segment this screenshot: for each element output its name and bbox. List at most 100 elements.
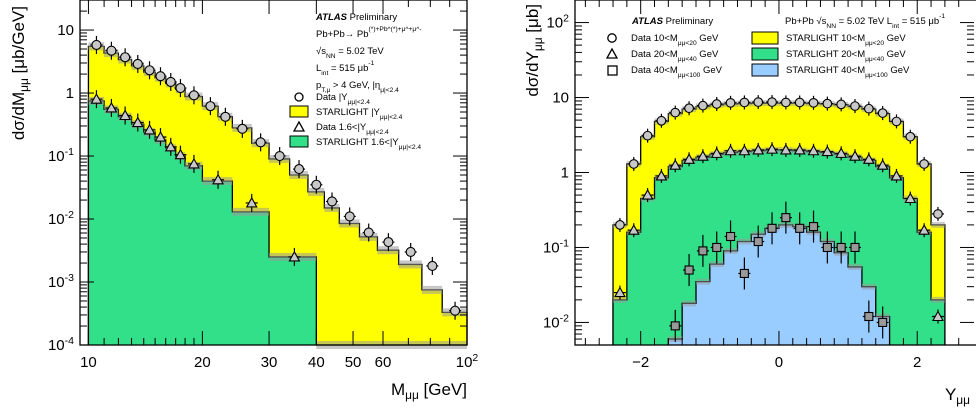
hist-band xyxy=(737,238,752,245)
data-point-circle xyxy=(427,260,438,271)
legend-line: Pb+Pb→ Pb(*)+Pb^(*)+μ^+μ^- xyxy=(316,26,422,40)
data-point-triangle xyxy=(143,123,156,135)
data-point-triangle xyxy=(188,157,200,169)
legend-label: Data 1.6<|Yμμ|<2.4 xyxy=(316,122,389,136)
data-point-triangle xyxy=(154,130,167,142)
legend-marker-triangle xyxy=(605,47,619,59)
y-tick-label: 10-2 xyxy=(543,312,569,331)
data-point-triangle xyxy=(862,153,875,164)
data-point-circle xyxy=(753,97,764,107)
data-point-square xyxy=(698,246,708,256)
data-point-circle xyxy=(905,131,916,142)
data-point-circle xyxy=(326,196,338,207)
y-tick-label: 1 xyxy=(66,85,74,102)
data-point-triangle xyxy=(918,224,931,235)
data-point-circle xyxy=(822,98,833,109)
y-axis-label: dσ/dYμμ [μb] xyxy=(523,4,545,97)
data-point-triangle xyxy=(614,286,626,298)
data-point-circle xyxy=(684,103,694,114)
data-point-circle xyxy=(188,90,200,101)
legend-swatch xyxy=(289,105,309,118)
x-axis-label: Yμμ xyxy=(945,385,970,407)
data-point-circle xyxy=(656,115,667,126)
x-tick-label: 60 xyxy=(375,354,392,371)
data-point-triangle xyxy=(807,144,820,156)
data-point-square xyxy=(753,236,763,247)
data-point-square xyxy=(684,265,694,275)
legend-line: pT,μ > 4 GeV, |ημ|<2.4 xyxy=(316,80,399,94)
legend-label: STARLIGHT |Yμμ|<2.4 xyxy=(316,107,403,121)
y-tick-label: 1 xyxy=(561,165,569,182)
x-tick-label: −2 xyxy=(632,354,649,371)
data-point-triangle xyxy=(90,93,103,104)
hist-band xyxy=(613,296,627,303)
data-point-triangle xyxy=(724,144,737,156)
hist-band xyxy=(232,207,270,216)
hist-band xyxy=(709,261,724,268)
legend-marker-circle xyxy=(607,33,617,43)
data-point-circle xyxy=(293,164,305,175)
data-point-triangle xyxy=(669,159,682,170)
data-point-square xyxy=(767,223,777,233)
legend-header-right: Pb+Pb √sNN = 5.02 TeV Lint = 515 μb-1 xyxy=(785,13,945,30)
data-point-triangle xyxy=(641,188,654,200)
data-point-circle xyxy=(220,111,231,122)
data-point-square xyxy=(726,231,736,242)
legend-label: STARLIGHT 10<Mμμ<20 GeV xyxy=(786,33,906,47)
data-point-square xyxy=(836,242,846,253)
legend-swatch xyxy=(751,31,779,45)
data-point-circle xyxy=(450,305,461,316)
data-point-circle xyxy=(711,99,722,109)
legend-label: Data 10<Mμμ<20 GeV xyxy=(631,33,719,47)
hist-band xyxy=(682,300,696,307)
data-point-circle xyxy=(642,130,653,141)
data-point-circle xyxy=(205,101,216,112)
legend-marker-triangle xyxy=(292,120,306,132)
data-point-triangle xyxy=(752,143,765,155)
data-point-circle xyxy=(274,150,285,162)
data-point-triangle xyxy=(849,150,861,161)
data-point-circle xyxy=(255,137,266,148)
data-point-circle xyxy=(808,97,819,108)
y-tick-label: 10 xyxy=(552,90,569,107)
hist-band xyxy=(421,285,443,294)
y-tick-label: 10 xyxy=(57,22,74,39)
legend-title: ATLAS Preliminary xyxy=(315,12,397,23)
legend-label: Data 40<Mμμ<100 GeV xyxy=(631,65,723,79)
data-point-circle xyxy=(106,45,117,56)
data-point-circle xyxy=(383,237,394,248)
data-point-triangle xyxy=(876,159,889,170)
data-point-circle xyxy=(91,39,102,51)
legend-label: STARLIGHT 20<Mμμ<40 GeV xyxy=(786,49,906,63)
y-tick-label: 10-4 xyxy=(48,335,74,354)
data-point-triangle xyxy=(835,147,848,158)
data-point-triangle xyxy=(738,144,751,156)
data-point-circle xyxy=(919,159,929,169)
data-point-circle xyxy=(877,108,888,118)
y-tick-label: 10-1 xyxy=(48,146,74,165)
x-tick-label: 20 xyxy=(194,354,211,371)
legend-line: √sNN = 5.02 TeV xyxy=(316,46,384,60)
data-point-triangle xyxy=(212,173,224,185)
data-point-circle xyxy=(933,209,943,219)
hist-band xyxy=(931,221,945,228)
data-point-circle xyxy=(363,227,374,238)
data-point-triangle xyxy=(696,150,709,161)
data-point-square xyxy=(808,222,819,232)
data-point-circle xyxy=(175,83,186,94)
hist-band xyxy=(695,278,710,285)
data-point-square xyxy=(739,268,749,279)
data-point-circle xyxy=(165,76,176,88)
data-point-square xyxy=(781,213,791,223)
data-point-circle xyxy=(144,65,155,76)
data-point-square xyxy=(878,317,888,327)
data-point-circle xyxy=(344,211,355,222)
data-point-triangle xyxy=(890,169,903,181)
data-point-triangle xyxy=(288,250,301,262)
data-point-triangle xyxy=(710,147,723,158)
y-tick-label: 10-2 xyxy=(48,209,74,228)
x-axis-label: Mμμ [GeV] xyxy=(391,380,467,402)
data-point-circle xyxy=(405,246,416,258)
data-point-circle xyxy=(850,101,860,111)
